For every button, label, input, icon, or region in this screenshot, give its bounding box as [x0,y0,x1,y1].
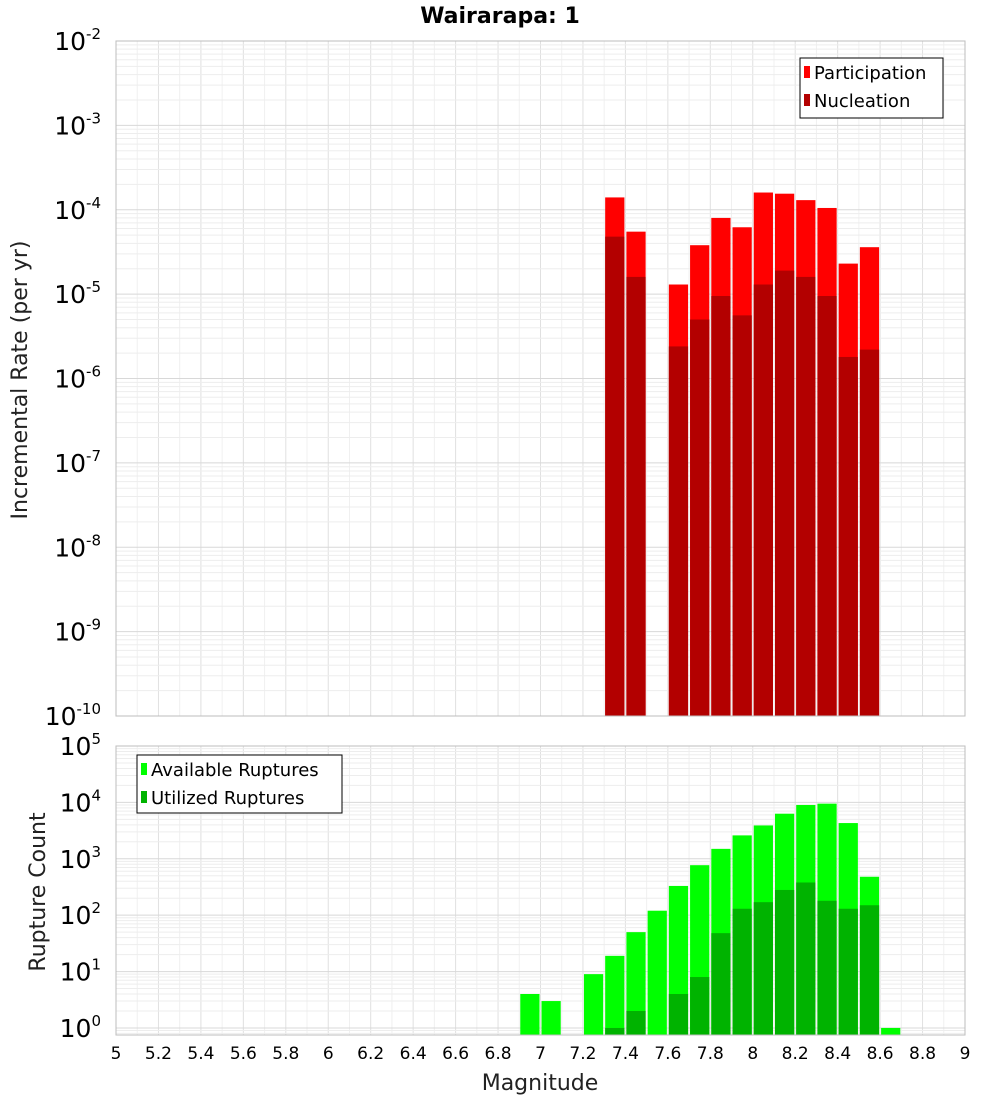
count-bar-available-ruptures [520,994,540,1035]
count-plot-frame [115,745,966,1036]
count-bar-utilized-ruptures [690,977,710,1035]
count-bar-utilized-ruptures [626,1010,646,1035]
rate-plot: 10-10 10-9 10-8 10-7 10-6 10-5 10-4 10-3 10-2 Par… [45,25,966,731]
y-axis-label-rate: Incremental Rate (per yr) [8,241,33,520]
rate-bar-nucleation [753,284,773,716]
count-x-tick-label: 9 [960,1044,971,1064]
rupture-count-plot: 100 101 102 103 104 105 5 5.2 5.4 5.6 5.8 6 6.2 6.4 6.… [60,730,971,1064]
count-bar-utilized-ruptures [711,933,731,1035]
count-x-tick-label: 5.8 [272,1044,299,1064]
count-bar-available-ruptures [583,974,604,1035]
x-axis-label: Magnitude [482,1071,599,1096]
count-x-tick-label: 8.6 [867,1044,894,1064]
count-bar-utilized-ruptures [838,908,858,1035]
count-x-tick-label: 7.2 [569,1044,596,1064]
count-x-tick-label: 6.8 [485,1044,512,1064]
count-bar-utilized-ruptures [859,905,880,1035]
count-bar-available-ruptures [626,932,646,1035]
rate-y-tick-label: 10-5 [54,278,101,309]
count-y-tick-label: 102 [60,899,101,930]
count-y-tick-label: 104 [60,786,101,817]
rate-bar-nucleation [668,346,689,716]
count-legend [136,754,343,814]
count-x-tick-label: 7.4 [612,1044,639,1064]
count-bar-utilized-ruptures [774,889,795,1035]
count-bar-available-ruptures [541,1001,561,1035]
count-x-tick-label: 8.4 [824,1044,851,1064]
rate-y-tick-label: 10-10 [45,700,101,731]
rate-y-tick-label: 10-3 [54,109,101,140]
rate-y-tick-label: 10-4 [54,194,101,225]
count-x-tick-label: 6 [323,1044,334,1064]
rate-bar-nucleation [796,276,816,716]
count-legend-label: Utilized Ruptures [151,788,304,809]
rate-legend-swatch [804,94,810,106]
rate-plot-frame [115,40,966,717]
rate-bar-nucleation [838,356,858,716]
count-bar-available-ruptures [647,910,667,1035]
count-y-tick-label: 103 [60,843,101,874]
rate-y-tick-label: 10-6 [54,363,101,394]
rate-bar-nucleation [690,319,710,716]
rate-legend-label: Participation [814,63,926,84]
count-x-tick-label: 6.2 [357,1044,384,1064]
count-x-tick-label: 7 [535,1044,546,1064]
rate-legend-label: Nucleation [814,91,910,112]
rate-bar-nucleation [626,276,646,716]
count-bar-utilized-ruptures [732,908,752,1035]
count-x-tick-label: 8.2 [782,1044,809,1064]
count-x-tick-label: 7.8 [697,1044,724,1064]
count-bar-available-ruptures [605,955,625,1035]
rate-y-tick-label: 10-8 [54,531,101,562]
count-y-tick-label: 101 [60,956,101,987]
count-x-tick-label: 5.6 [230,1044,257,1064]
count-x-tick-label: 6.4 [400,1044,427,1064]
rate-y-tick-label: 10-7 [54,447,101,478]
chart-title: Wairarapa: 1 [420,4,580,29]
count-bar-utilized-ruptures [605,1027,625,1035]
count-bar-utilized-ruptures [668,994,689,1035]
count-bar-available-ruptures [881,1027,901,1035]
count-x-tick-label: 8 [747,1044,758,1064]
count-x-tick-label: 6.6 [442,1044,469,1064]
count-y-tick-label: 100 [60,1012,101,1043]
rate-bar-nucleation [711,296,731,716]
y-axis-label-count: Rupture Count [26,812,51,972]
rate-legend [799,57,944,119]
count-y-tick-label: 105 [60,730,101,761]
count-x-tick-label: 5 [111,1044,122,1064]
count-bar-utilized-ruptures [753,902,773,1035]
rate-bar-nucleation [732,315,752,716]
count-legend-swatch [141,791,147,803]
rate-y-tick-label: 10-9 [54,616,101,647]
rate-bar-nucleation [774,270,795,716]
rate-bar-nucleation [817,296,837,716]
count-legend-label: Available Ruptures [151,760,319,781]
count-bar-utilized-ruptures [796,882,816,1035]
rate-y-tick-label: 10-2 [54,25,101,56]
rate-bar-nucleation [605,236,625,716]
rate-bar-nucleation [859,349,880,716]
count-legend-swatch [141,763,147,775]
count-x-tick-label: 7.6 [654,1044,681,1064]
count-bar-utilized-ruptures [817,900,837,1035]
count-x-tick-label: 5.2 [145,1044,172,1064]
count-x-tick-label: 8.8 [909,1044,936,1064]
count-x-tick-label: 5.4 [187,1044,214,1064]
rate-legend-swatch [804,66,810,78]
